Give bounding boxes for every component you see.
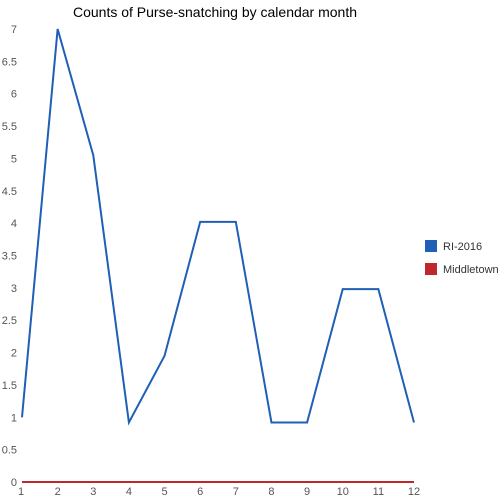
y-tick-label: 1 xyxy=(11,412,17,424)
x-tick-label: 2 xyxy=(55,486,61,498)
x-tick-label: 9 xyxy=(304,486,310,498)
y-tick-label: 5.5 xyxy=(2,121,17,133)
y-tick-label: 2 xyxy=(11,348,17,360)
y-tick-label: 0 xyxy=(11,477,17,489)
legend: RI-2016 Middletown xyxy=(425,240,499,276)
legend-swatch xyxy=(425,240,437,252)
y-tick-label: 7 xyxy=(11,24,17,36)
y-tick-label: 4 xyxy=(11,218,17,230)
y-tick-label: 5 xyxy=(11,153,17,165)
x-tick-label: 3 xyxy=(90,486,96,498)
x-axis: 1 2 3 4 5 6 7 8 9 10 11 12 xyxy=(18,486,420,498)
chart-title: Counts of Purse-snatching by calendar mo… xyxy=(73,4,357,20)
y-tick-label: 6 xyxy=(11,89,17,101)
series-lines xyxy=(21,28,415,483)
x-tick-label: 12 xyxy=(408,486,420,498)
series-line-ri-2016 xyxy=(21,28,415,426)
legend-label: Middletown xyxy=(443,264,499,276)
y-tick-label: 3.5 xyxy=(2,251,17,263)
y-axis: 0 0.5 1 1.5 2 2.5 3 3.5 4 4.5 5 5.5 6 6.5 7 xyxy=(2,24,17,489)
x-tick-label: 4 xyxy=(126,486,132,498)
y-tick-label: 4.5 xyxy=(2,186,17,198)
y-tick-label: 1.5 xyxy=(2,380,17,392)
y-tick-label: 6.5 xyxy=(2,56,17,68)
legend-swatch xyxy=(425,263,437,275)
y-tick-label: 3 xyxy=(11,283,17,295)
x-tick-label: 5 xyxy=(161,486,167,498)
x-tick-label: 1 xyxy=(18,486,24,498)
x-tick-label: 8 xyxy=(268,486,274,498)
x-tick-label: 7 xyxy=(233,486,239,498)
x-tick-label: 10 xyxy=(337,486,349,498)
y-tick-label: 2.5 xyxy=(2,315,17,327)
x-tick-label: 6 xyxy=(197,486,203,498)
legend-label: RI-2016 xyxy=(443,241,482,253)
y-tick-label: 0.5 xyxy=(2,445,17,457)
x-tick-label: 11 xyxy=(373,486,384,498)
